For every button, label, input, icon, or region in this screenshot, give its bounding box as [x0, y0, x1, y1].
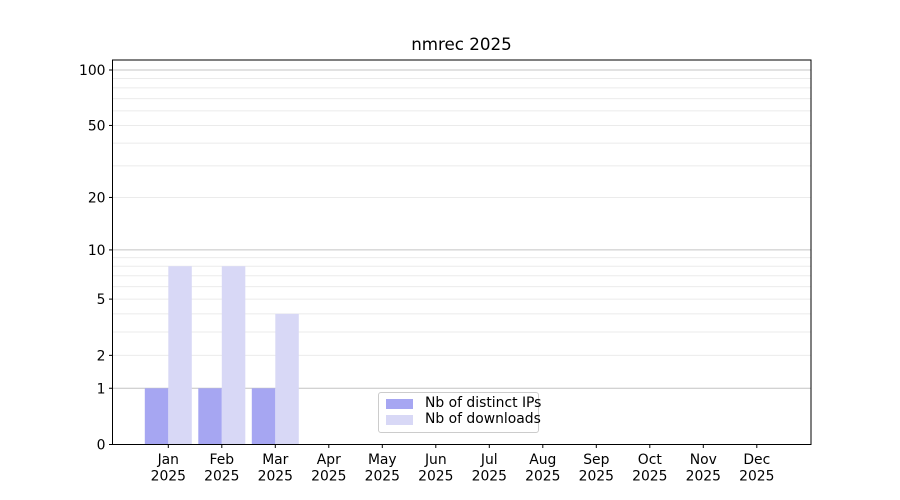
x-tick-label-mar: Mar [262, 452, 288, 468]
y-tick-label-10: 10 [88, 243, 106, 259]
x-tick-year-dec: 2025 [739, 469, 774, 485]
x-tick-label-aug: Aug [529, 452, 556, 468]
x-tick-year-apr: 2025 [311, 469, 346, 485]
y-tick-label-20: 20 [88, 190, 106, 206]
y-tick-label-50: 50 [88, 118, 106, 134]
x-tick-label-jan: Jan [157, 452, 179, 468]
x-tick-label-nov: Nov [690, 452, 717, 468]
legend-swatch-distinct-ips [386, 399, 413, 409]
bar-mar-downloads [275, 313, 299, 445]
x-tick-label-jun: Jun [424, 452, 447, 468]
bar-feb-downloads [221, 266, 246, 445]
x-tick-year-mar: 2025 [258, 469, 293, 485]
y-tick-label-5: 5 [97, 292, 106, 308]
y-tick-label-2: 2 [97, 348, 106, 364]
x-tick-year-jul: 2025 [472, 469, 507, 485]
x-tick-year-nov: 2025 [686, 469, 721, 485]
y-tick-label-100: 100 [79, 63, 106, 79]
bar-feb-distinct-ips [198, 388, 222, 445]
y-tick-label-1: 1 [97, 381, 106, 397]
x-tick-year-sep: 2025 [579, 469, 614, 485]
x-tick-year-aug: 2025 [525, 469, 560, 485]
bar-jan-distinct-ips [144, 388, 169, 445]
x-tick-year-oct: 2025 [632, 469, 667, 485]
x-tick-label-dec: Dec [743, 452, 770, 468]
y-tick-label-0: 0 [97, 438, 106, 454]
legend-item-distinct-ips: Nb of distinct IPs [379, 394, 542, 411]
x-tick-year-jun: 2025 [418, 469, 453, 485]
bar-mar-distinct-ips [251, 388, 276, 445]
x-tick-year-jan: 2025 [151, 469, 186, 485]
legend: Nb of distinct IPs Nb of downloads [378, 391, 542, 433]
axes-spines [112, 59, 812, 445]
legend-swatch-downloads [386, 415, 413, 425]
x-tick-label-feb: Feb [210, 452, 235, 468]
x-tick-label-sep: Sep [583, 452, 609, 468]
chart-title: nmrec 2025 [411, 34, 512, 54]
x-tick-year-may: 2025 [365, 469, 400, 485]
x-tick-year-feb: 2025 [204, 469, 239, 485]
x-tick-label-jul: Jul [480, 452, 498, 468]
x-tick-label-oct: Oct [638, 452, 663, 468]
legend-item-downloads: Nb of downloads [379, 411, 541, 428]
legend-label-downloads: Nb of downloads [425, 411, 541, 428]
legend-label-distinct-ips: Nb of distinct IPs [425, 394, 542, 411]
x-tick-label-apr: Apr [317, 452, 341, 468]
bar-jan-downloads [168, 266, 192, 445]
x-tick-label-may: May [368, 452, 397, 468]
